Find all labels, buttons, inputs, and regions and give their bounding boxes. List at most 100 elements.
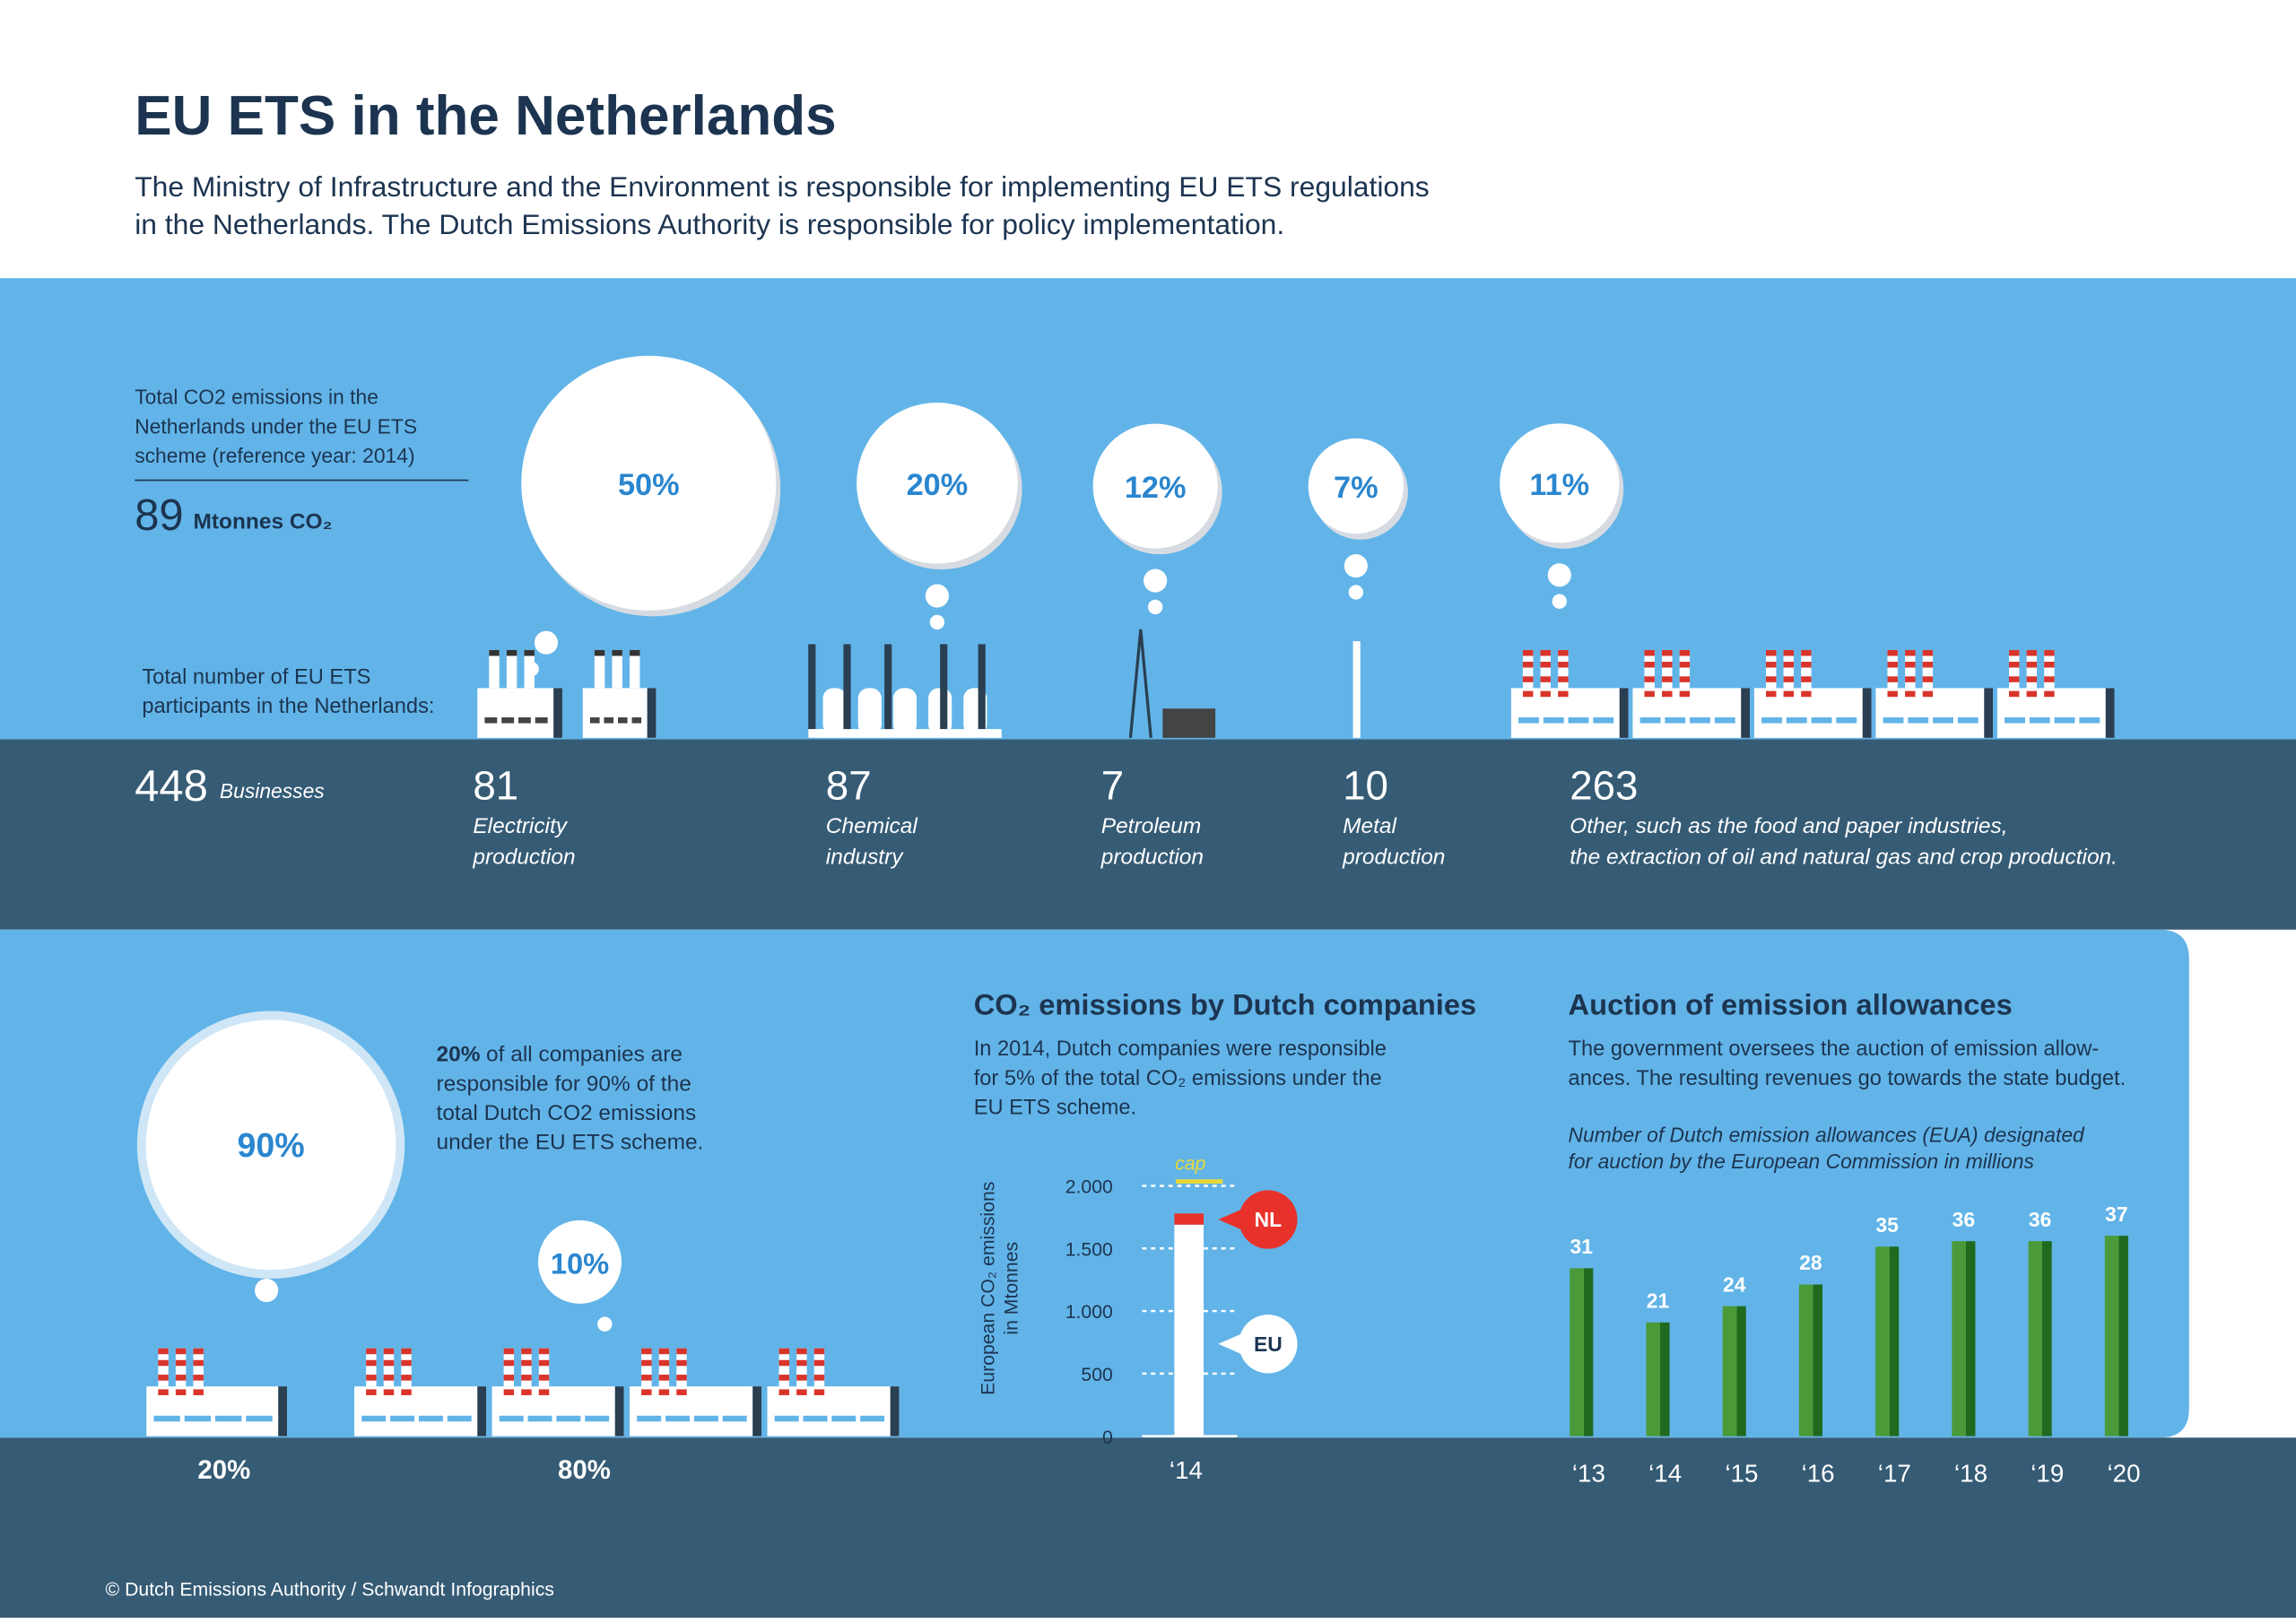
factory-window: [722, 1415, 747, 1422]
chimney: [158, 1348, 169, 1387]
bubble-label: 10%: [551, 1246, 609, 1280]
chimney: [1905, 649, 1916, 689]
chimney-top: [383, 1348, 395, 1355]
bubble-label: 20%: [907, 468, 969, 502]
chimney-stripe: [158, 1389, 169, 1395]
value-label: 37: [2105, 1202, 2127, 1226]
chimney: [778, 1348, 789, 1387]
tank: [822, 688, 847, 735]
factory-window: [1568, 717, 1589, 724]
chimney-stripe: [1801, 690, 1812, 698]
y-axis-label: European CO₂ emissions: [978, 1182, 999, 1395]
chimney: [1679, 649, 1691, 689]
chart-description: for 5% of the total CO₂ emissions under …: [974, 1067, 1382, 1090]
bar: [2104, 1236, 2128, 1436]
chimney-stripe: [1887, 690, 1898, 698]
factory-window: [1543, 717, 1564, 724]
sector-name: Electricity: [473, 814, 568, 838]
factory-window: [418, 1415, 443, 1422]
chimney-stripe: [796, 1375, 807, 1381]
tank: [857, 688, 882, 735]
chimney-stripe: [401, 1359, 412, 1367]
chimney: [1644, 649, 1655, 689]
chimney-stripe: [383, 1359, 395, 1367]
chimney-stripe: [1644, 661, 1655, 668]
bubble: [857, 402, 1018, 564]
chart-description: ances. The resulting revenues go towards…: [1569, 1067, 2126, 1090]
statement-line: under the EU ETS scheme.: [437, 1131, 704, 1155]
value-label: 31: [1570, 1235, 1594, 1258]
trail-bubble: [1148, 599, 1163, 615]
chimney-stripe: [1801, 661, 1812, 668]
value-label: 21: [1647, 1289, 1670, 1312]
trail-bubble: [1547, 563, 1571, 587]
factory-window: [803, 1415, 828, 1422]
tower: [978, 644, 986, 738]
chimney: [1922, 649, 1934, 689]
chimney-stripe: [401, 1375, 412, 1381]
chart-subtitle: for auction by the European Commission i…: [1569, 1150, 2034, 1173]
factory-shadow: [1619, 688, 1629, 738]
chimney: [503, 1348, 515, 1387]
participants-label: Total number of EU ETS: [142, 665, 370, 689]
bar-segment: [1174, 1224, 1205, 1436]
chimney: [676, 1348, 687, 1387]
chart-title: Auction of emission allowances: [1569, 987, 2013, 1020]
factory-window: [617, 717, 628, 724]
trail-bubble: [255, 1278, 279, 1303]
chimney-stripe: [503, 1375, 515, 1381]
chimney-stripe: [2026, 676, 2038, 682]
value-label: 35: [1875, 1213, 1899, 1237]
factory-window: [1593, 717, 1614, 724]
chimney-top: [524, 649, 535, 656]
factory-window: [1933, 717, 1953, 724]
statement-lead: 20%: [437, 1043, 481, 1067]
chimney-stripe: [1644, 676, 1655, 682]
factory-window: [1518, 717, 1539, 724]
bubble: [1500, 423, 1620, 543]
bottom-band: [0, 1437, 2296, 1619]
chimney-stripe: [813, 1375, 825, 1381]
tower: [843, 644, 851, 738]
chimney-stripe: [158, 1359, 169, 1367]
chimney-stripe: [175, 1389, 187, 1395]
x-tick-label: ‘14: [1170, 1456, 1203, 1484]
legend-bubble: [1239, 1190, 1298, 1249]
chimney-stripe: [1922, 690, 1934, 698]
chimney-top: [641, 1348, 652, 1355]
chimney-stripe: [503, 1359, 515, 1367]
statement-line: total Dutch CO2 emissions: [437, 1101, 697, 1125]
chimney-stripe: [366, 1359, 377, 1367]
factory-window: [184, 1415, 212, 1422]
chimney-stripe: [503, 1389, 515, 1395]
x-tick-label: ‘20: [2107, 1459, 2140, 1487]
trail-bubble: [597, 1316, 613, 1332]
chimney-stripe: [1887, 661, 1898, 668]
factory-window: [1811, 717, 1832, 724]
title: EU ETS in the Netherlands: [135, 85, 836, 147]
chimney-stripe: [2044, 690, 2055, 698]
chimney: [1801, 649, 1812, 689]
sector-name: Other, such as the food and paper indust…: [1570, 814, 2007, 838]
chimney: [641, 1348, 652, 1387]
factory-window: [361, 1415, 387, 1422]
chimney-stripe: [796, 1389, 807, 1395]
factory-window: [774, 1415, 799, 1422]
chimney-stripe: [813, 1359, 825, 1367]
statement-line: responsible for 90% of the: [437, 1072, 691, 1096]
subtitle: The Ministry of Infrastructure and the E…: [135, 170, 1430, 203]
chimney-stripe: [658, 1389, 670, 1395]
dark-band: [0, 739, 2296, 930]
factory-window: [2029, 717, 2050, 724]
chimney-stripe: [538, 1375, 550, 1381]
factory-shadow: [890, 1386, 900, 1436]
factory-window: [215, 1415, 242, 1422]
factory-shadow: [752, 1386, 761, 1436]
chimney-stripe: [1558, 661, 1569, 668]
chimney-stripe: [1765, 661, 1777, 668]
bar: [1798, 1284, 1822, 1436]
bubble: [538, 1219, 622, 1304]
factory-window: [831, 1415, 857, 1422]
legend-pointer: [1218, 1333, 1242, 1355]
